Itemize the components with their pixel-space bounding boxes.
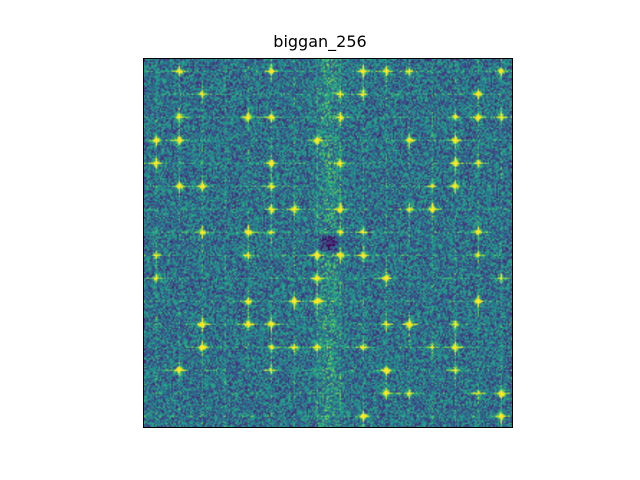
chart-title: biggan_256 bbox=[273, 32, 367, 51]
spectrum-heatmap bbox=[144, 59, 512, 427]
heatmap-frame bbox=[143, 58, 513, 428]
